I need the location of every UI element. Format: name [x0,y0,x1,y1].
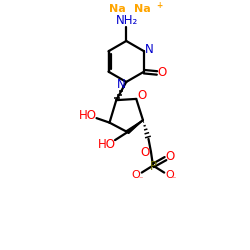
Text: NH₂: NH₂ [116,14,138,27]
Text: Na: Na [109,4,126,14]
Text: O: O [158,66,167,80]
Text: HO: HO [79,110,97,122]
Text: O: O [132,170,140,180]
Polygon shape [126,120,143,134]
Text: ⁻: ⁻ [138,175,142,184]
Text: O: O [165,170,174,180]
Text: N: N [116,78,125,92]
Text: N: N [145,44,154,57]
Text: Na: Na [134,4,151,14]
Text: O: O [137,90,146,102]
Text: HO: HO [98,138,116,151]
Text: P: P [150,160,156,172]
Text: O: O [166,150,175,163]
Text: O: O [140,146,149,159]
Text: +: + [156,1,162,10]
Text: ⁻: ⁻ [171,175,175,184]
